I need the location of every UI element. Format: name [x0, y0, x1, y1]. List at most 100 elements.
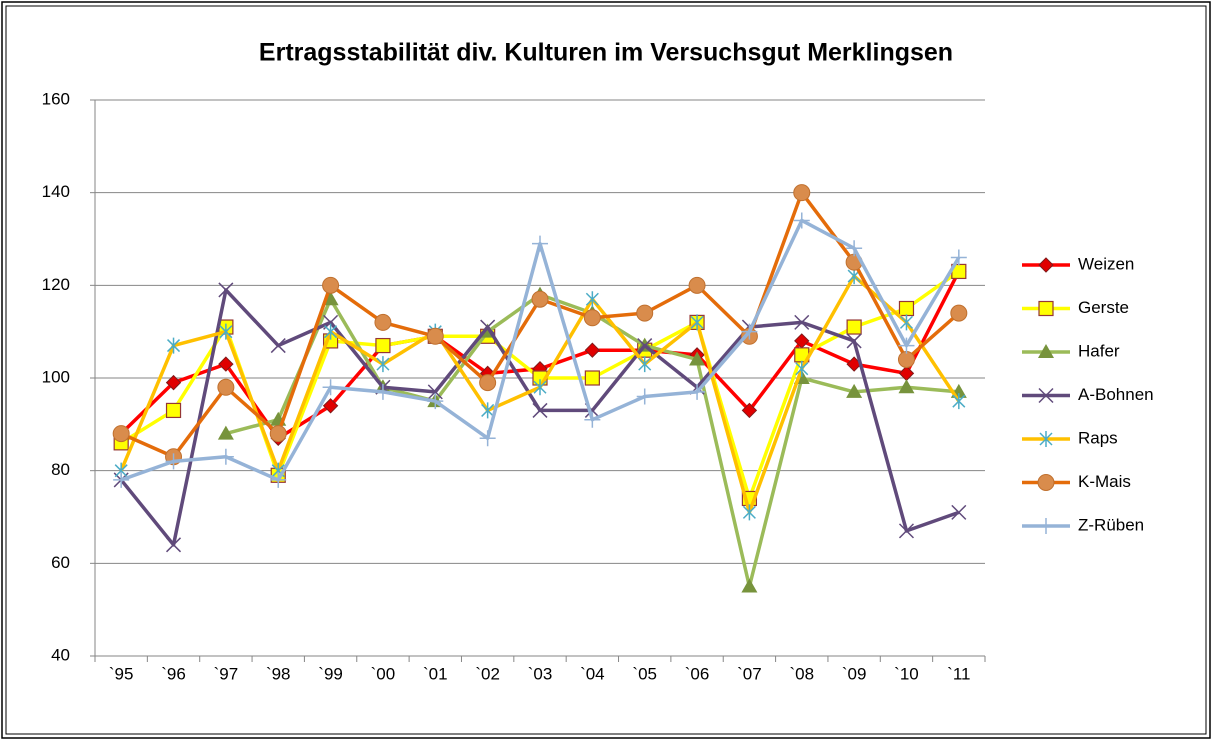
legend-marker [1038, 344, 1054, 358]
point-marker [217, 378, 235, 396]
point-marker [481, 402, 495, 419]
x-tick-label: `96 [161, 664, 186, 683]
point-marker [427, 393, 444, 410]
point-marker [793, 212, 810, 229]
point-marker [583, 309, 601, 327]
point-marker [165, 374, 182, 391]
point-marker [741, 402, 758, 419]
x-tick-label: `09 [842, 664, 867, 683]
legend-label: A-Bohnen [1078, 385, 1154, 404]
legend-marker [1037, 474, 1055, 491]
point-marker [322, 379, 339, 396]
point-marker [218, 356, 234, 372]
point-marker [584, 370, 600, 386]
legend-marker [1038, 257, 1054, 273]
x-tick-label: `95 [109, 664, 134, 683]
legend-label: Raps [1078, 428, 1118, 447]
point-marker [219, 323, 233, 340]
point-marker [479, 374, 497, 392]
y-tick-label: 80 [51, 460, 70, 479]
point-marker [584, 342, 601, 358]
point-marker [638, 356, 652, 373]
point-marker [952, 393, 966, 410]
point-marker [898, 337, 915, 354]
point-marker [165, 453, 182, 470]
x-tick-label: `03 [528, 664, 553, 683]
point-marker [270, 338, 286, 354]
chart-frame [5, 5, 1207, 735]
x-tick-label: `97 [214, 664, 239, 683]
x-tick-label: `05 [632, 664, 657, 683]
point-marker [270, 471, 287, 488]
point-marker [690, 314, 704, 331]
y-tick-label: 120 [42, 275, 70, 294]
point-marker [322, 398, 339, 414]
point-marker [794, 314, 810, 330]
point-marker [533, 379, 547, 396]
y-tick-label: 140 [42, 182, 70, 201]
point-marker [427, 384, 443, 400]
point-marker [636, 304, 654, 322]
point-marker [375, 337, 391, 354]
point-marker [269, 425, 287, 443]
point-marker [637, 338, 653, 354]
point-marker [532, 235, 548, 252]
x-tick-label: `01 [423, 664, 448, 683]
legend-marker [1039, 431, 1053, 447]
point-marker [374, 313, 392, 331]
x-tick-label: `04 [580, 664, 605, 683]
point-marker [795, 360, 809, 377]
point-marker [376, 356, 390, 373]
point-marker [113, 471, 130, 488]
point-marker [846, 333, 862, 349]
point-marker [426, 327, 444, 345]
legend-marker [1038, 387, 1054, 404]
y-tick-label: 60 [51, 553, 70, 572]
point-marker [899, 314, 914, 331]
point-marker [742, 504, 756, 521]
y-tick-label: 160 [42, 89, 70, 108]
point-marker [741, 323, 758, 340]
x-tick-label: `07 [737, 664, 762, 683]
legend-marker [1038, 518, 1054, 534]
x-tick-label: `00 [371, 664, 396, 683]
point-marker [950, 249, 967, 266]
point-marker [689, 351, 706, 366]
point-marker [688, 276, 706, 294]
point-marker [165, 402, 182, 419]
point-marker [532, 402, 548, 418]
legend-label: Z-Rüben [1078, 515, 1144, 534]
point-marker [165, 537, 182, 553]
y-tick-label: 100 [42, 367, 70, 386]
point-marker [324, 323, 338, 340]
point-marker [846, 240, 863, 257]
point-marker [951, 504, 967, 520]
point-marker [374, 383, 391, 400]
point-marker [584, 411, 601, 428]
legend-label: Gerste [1078, 298, 1129, 317]
point-marker [793, 184, 811, 202]
point-marker [166, 337, 181, 354]
point-marker [846, 319, 862, 335]
series-line [119, 288, 960, 547]
point-marker [898, 379, 915, 394]
point-marker [741, 578, 758, 593]
point-marker [898, 300, 915, 317]
point-marker [217, 425, 234, 440]
y-tick-label: 40 [51, 645, 70, 664]
x-tick-label: `02 [475, 664, 500, 683]
point-marker [531, 290, 549, 308]
point-marker [322, 276, 340, 294]
legend-label: Hafer [1078, 341, 1120, 360]
point-marker [950, 304, 968, 322]
point-marker [846, 383, 863, 398]
x-tick-label: `10 [894, 664, 919, 683]
point-marker [479, 430, 496, 447]
x-tick-label: `11 [947, 664, 970, 683]
point-marker [217, 448, 234, 465]
point-marker [112, 425, 130, 443]
point-marker [689, 383, 706, 400]
x-tick-label: `06 [685, 664, 710, 683]
